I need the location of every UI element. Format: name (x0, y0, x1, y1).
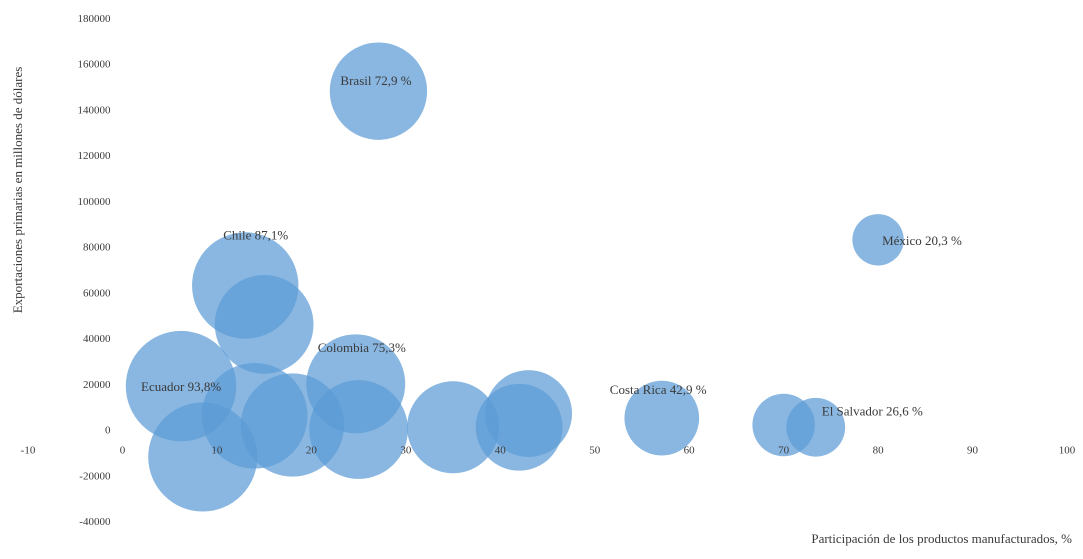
bubble-label: Colombia 75,3% (318, 340, 406, 355)
x-tick-label: 30 (400, 445, 412, 457)
bubble (214, 275, 314, 374)
bubble-label: México 20,3 % (882, 233, 962, 248)
bubble-label: El Salvador 26,6 % (822, 403, 923, 418)
bubble-label: Costa Rica 42,9 % (610, 382, 707, 397)
x-tick-label: 60 (684, 445, 696, 457)
bubble (475, 383, 563, 471)
y-tick-label: 160000 (77, 59, 111, 71)
y-tick-label: 140000 (77, 104, 111, 116)
x-tick-label: 10 (211, 445, 223, 457)
bubble (786, 397, 846, 457)
bubble-labels-layer: Brasil 72,9 % México 20,3 % Chile 87,1% Col… (141, 73, 962, 418)
x-tick-label: 0 (120, 445, 126, 457)
x-tick-label: 100 (1059, 445, 1076, 457)
bubbles-layer (125, 42, 904, 512)
y-tick-label: 0 (105, 425, 111, 437)
bubble (329, 42, 428, 140)
y-tick-label: 20000 (83, 379, 111, 391)
bubble (309, 380, 408, 479)
y-tick-label: 60000 (83, 287, 111, 299)
y-tick-label: 180000 (77, 13, 111, 25)
x-axis-title: Participación de los productos manufactu… (811, 531, 1072, 546)
bubble (624, 380, 700, 456)
y-tick-label: 120000 (77, 150, 111, 162)
bubble (852, 214, 904, 266)
y-tick-label: -20000 (79, 470, 111, 482)
y-tick-label: 80000 (83, 242, 111, 254)
y-tick-label: 40000 (83, 333, 111, 345)
x-tick-label: 80 (873, 445, 885, 457)
x-tick-label: 20 (306, 445, 318, 457)
x-tick-label: -10 (21, 445, 36, 457)
bubble (407, 381, 500, 474)
bubble-label: Brasil 72,9 % (340, 73, 411, 88)
x-tick-label: 40 (495, 445, 507, 457)
y-axis-title: Exportaciones primarias en millones de d… (10, 67, 25, 314)
x-tick-label: 70 (778, 445, 790, 457)
y-tick-label: 100000 (77, 196, 111, 208)
y-axis-ticks: -40000 -20000 0 20000 40000 60000 80000 100000 1… (77, 13, 111, 528)
y-tick-label: -40000 (79, 516, 111, 528)
bubble-label: Chile 87,1% (223, 228, 288, 243)
x-tick-label: 50 (589, 445, 601, 457)
x-axis-ticks: -10 0 10 20 30 40 50 60 70 80 90 100 (21, 445, 1076, 457)
x-tick-label: 90 (967, 445, 979, 457)
bubble-label: Ecuador 93,8% (141, 379, 221, 394)
